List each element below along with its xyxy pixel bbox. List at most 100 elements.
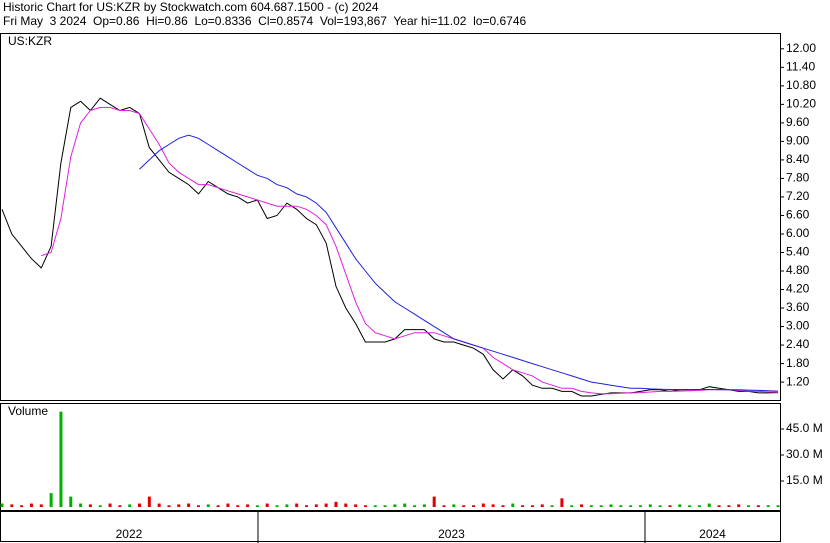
volume-bar [737,504,741,507]
price-line [41,106,779,395]
volume-bar [128,504,132,507]
volume-bar [334,501,338,507]
volume-bar [697,505,701,507]
y-tick-label: 6.60 [786,208,810,222]
y-tick-label: 30.0 M [786,447,823,461]
volume-bar [442,505,446,507]
price-line [1,97,779,397]
volume-bar [383,505,387,507]
price-panel [0,33,781,401]
volume-bar [59,411,63,507]
volume-bar [462,505,466,507]
y-tick-label: 7.20 [786,189,810,203]
x-tick-label: 2024 [699,527,726,541]
panel-label: US:KZR [8,34,52,48]
volume-bar [157,503,161,507]
volume-bar [658,505,662,507]
volume-bar [206,504,210,507]
volume-bar [530,505,534,507]
volume-bar [413,505,417,507]
volume-bar [226,503,230,507]
volume-bar [69,496,73,507]
y-tick-label: 12.00 [786,41,816,55]
volume-bar [187,503,191,507]
y-tick-label: 9.60 [786,115,810,129]
y-tick-label: 4.80 [786,263,810,277]
y-tick-label: 8.40 [786,152,810,166]
y-tick-label: 45.0 M [786,421,823,435]
volume-bar [98,505,102,507]
volume-bar [49,493,53,507]
volume-bar [727,505,731,507]
volume-bar [10,504,14,507]
y-tick-label: 9.00 [786,134,810,148]
volume-bar [540,504,544,507]
volume-bar [79,503,83,507]
quote-line: Fri May 3 2024 Op=0.86 Hi=0.86 Lo=0.8336… [3,14,527,28]
volume-bar [747,505,751,507]
volume-bar [305,505,309,507]
volume-bar [265,503,269,507]
x-tick-label: 2023 [438,527,465,541]
volume-bar [471,505,475,507]
volume-bar [668,505,672,507]
volume-bar [678,504,682,507]
y-tick-label: 1.80 [786,356,810,370]
volume-bar [422,504,426,507]
volume-bar [177,504,181,507]
volume-bar [452,504,456,507]
y-tick-label: 10.80 [786,78,816,92]
volume-bar [196,505,200,507]
volume-bar [638,505,642,507]
volume-bar [246,504,250,507]
volume-bar [560,498,564,507]
volume-bar [20,505,24,507]
volume-bar [776,505,780,507]
volume-bar [589,505,593,507]
y-tick-label: 6.00 [786,226,810,240]
volume-bar [688,505,692,507]
volume-bar [491,504,495,507]
volume-bar [550,505,554,507]
panel-label: Volume [8,404,48,418]
y-tick-label: 11.40 [786,60,815,74]
volume-bar [521,505,525,507]
volume-bar [29,503,33,507]
volume-bar [619,505,623,507]
volume-bar [511,503,515,507]
y-tick-label: 3.00 [786,319,810,333]
volume-bar [314,504,318,507]
volume-bar [432,496,436,507]
volume-bar [295,503,299,507]
volume-bar [580,504,584,507]
volume-bar [717,505,721,507]
volume-bar [570,505,574,507]
volume-bar [481,503,485,507]
volume-bar [373,505,377,507]
volume-bar [39,504,43,507]
volume-bar [501,505,505,507]
volume-bar [167,505,171,507]
volume-panel [0,403,781,511]
x-tick-label: 2022 [116,527,143,541]
y-tick-label: 4.20 [786,282,810,296]
volume-bar [707,503,711,507]
y-tick-label: 5.40 [786,245,810,259]
volume-bar [236,505,240,507]
volume-bar [138,503,142,507]
volume-bar [393,504,397,507]
volume-bar [216,505,220,507]
volume-bar [324,503,328,507]
volume-bar [766,505,770,507]
volume-bar [275,505,279,507]
volume-bar [363,505,367,507]
chart-title: Historic Chart for US:KZR by Stockwatch.… [3,0,379,14]
y-tick-label: 2.40 [786,337,810,351]
volume-bar [285,504,289,507]
volume-bar [609,504,613,507]
year-axis [0,511,781,542]
y-tick-label: 15.0 M [786,473,823,487]
volume-bar [344,503,348,507]
